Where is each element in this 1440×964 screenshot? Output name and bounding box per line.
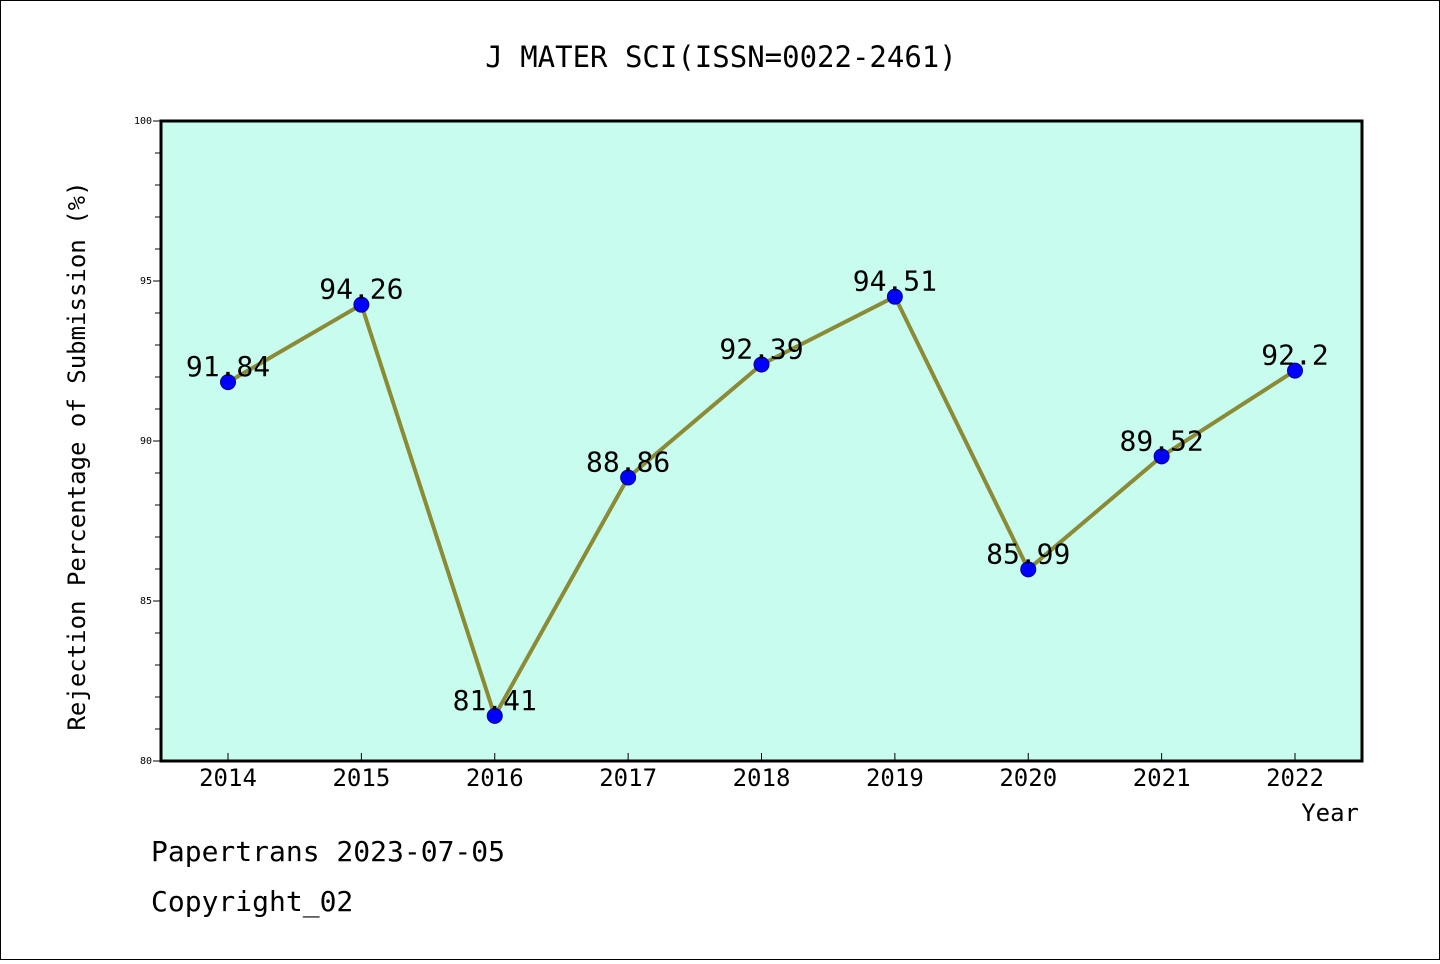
data-point [220,374,236,391]
x-tick-label: 2019 [866,764,924,792]
x-tick-label: 2015 [332,764,390,792]
y-tick-label: 80 [140,756,152,767]
x-axis: 2014 2015 2016 2017 2018 2019 2020 2021 2022 [199,753,1324,792]
x-tick-label: 2021 [1133,764,1191,792]
data-point [486,707,503,724]
footer-date: Papertrans 2023-07-05 [151,835,506,868]
data-label: 92.2 [1261,339,1328,372]
data-label: 94.26 [319,273,403,306]
y-tick-label: 95 [140,276,152,287]
y-axis: 80 85 90 95 100 [134,116,161,767]
data-label: 88.86 [586,445,670,478]
data-label: 94.51 [853,265,937,298]
chart-title: J MATER SCI(ISSN=0022-2461) [485,40,956,74]
x-tick-label: 2018 [733,764,791,792]
x-tick-label: 2022 [1266,764,1324,792]
x-tick-label: 2014 [199,764,257,792]
footer-copyright: Copyright_02 [151,885,354,918]
x-axis-label: Year [1301,799,1359,827]
data-point [353,296,370,313]
plot-border [159,119,1364,763]
y-axis-label: Rejection Percentage of Submission (%) [63,181,91,730]
data-label: 89.52 [1119,424,1203,457]
data-label: 81.41 [453,684,537,717]
x-tick-label: 2020 [999,764,1057,792]
data-point [1287,362,1303,379]
data-label: 92.39 [719,333,803,366]
data-point [1020,561,1037,578]
data-label: 85.99 [986,537,1070,570]
y-tick-label: 90 [140,436,152,447]
x-tick-label: 2016 [466,764,524,792]
data-point [886,288,903,305]
y-tick-label: 85 [140,596,152,607]
data-point [753,356,770,373]
series-line: 91.84 94.26 81.41 88.86 92.39 94.51 85.99 89.52… [186,265,1329,724]
data-point [1153,448,1170,465]
x-tick-label: 2017 [599,764,657,792]
plot-area [161,121,1362,761]
data-label: 91.84 [186,350,270,383]
data-point [620,469,637,486]
y-tick-label: 100 [134,116,152,127]
